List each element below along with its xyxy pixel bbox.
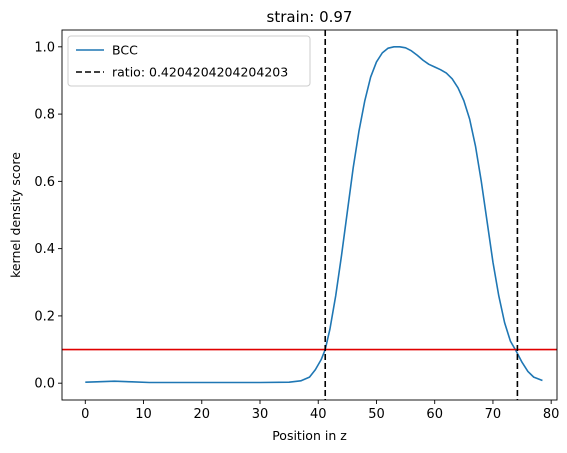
x-tick-label-0: 0 — [81, 407, 89, 422]
series-line-0 — [85, 46, 543, 384]
legend-label-1: ratio: 0.4204204204204203 — [112, 65, 288, 80]
legend-label-0: BCC — [112, 43, 138, 58]
plot-frame — [61, 29, 558, 401]
x-tick-label-3: 30 — [252, 407, 269, 422]
y-axis-label: kernel density score — [8, 152, 23, 278]
y-tick-label-4: 0.8 — [34, 108, 55, 123]
x-tick-label-8: 80 — [543, 407, 560, 422]
y-tick-label-2: 0.4 — [34, 242, 55, 257]
chart-title: strain: 0.97 — [267, 8, 353, 26]
plot-area — [62, 30, 557, 400]
plot-content — [62, 30, 557, 400]
axes: 0 10 20 30 40 50 60 70 80 0.0 0.2 0.4 0.6 0.8 1.0 — [34, 29, 560, 422]
y-tick-label-0: 0.0 — [34, 377, 55, 392]
y-tick-label-5: 1.0 — [34, 40, 55, 55]
legend: BCC ratio: 0.4204204204204203 — [67, 35, 311, 87]
x-axis-label: Position in z — [272, 428, 347, 443]
x-tick-label-2: 20 — [193, 407, 210, 422]
x-tick-label-1: 10 — [135, 407, 152, 422]
x-tick-label-4: 40 — [310, 407, 327, 422]
x-tick-label-5: 50 — [368, 407, 385, 422]
y-tick-label-1: 0.2 — [34, 309, 55, 324]
x-tick-label-7: 70 — [485, 407, 502, 422]
y-tick-label-3: 0.6 — [34, 175, 55, 190]
legend-box — [67, 35, 311, 87]
x-tick-label-6: 60 — [426, 407, 443, 422]
